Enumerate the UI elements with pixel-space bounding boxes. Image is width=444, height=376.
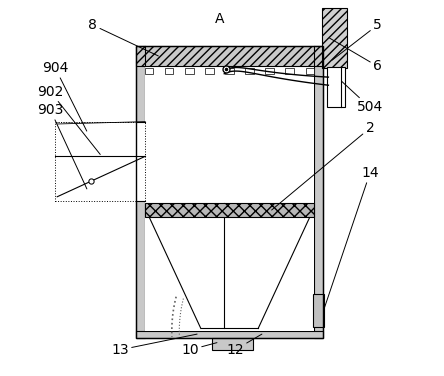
Text: 504: 504 (341, 81, 383, 114)
Bar (205, 68, 214, 74)
Text: 12: 12 (226, 334, 262, 357)
Text: 13: 13 (111, 334, 197, 357)
Bar (136, 45, 323, 66)
Bar (145, 68, 154, 74)
Bar (313, 294, 324, 327)
Bar (314, 45, 323, 338)
Bar (145, 203, 314, 217)
Bar (322, 8, 348, 68)
Text: 902: 902 (37, 85, 100, 155)
Bar (285, 68, 294, 74)
Text: 903: 903 (37, 103, 87, 189)
Bar (136, 45, 323, 338)
Bar (246, 68, 254, 74)
Bar (266, 68, 274, 74)
Bar (326, 67, 345, 108)
Bar (212, 338, 253, 350)
Bar (165, 68, 174, 74)
Bar (226, 68, 234, 74)
Text: 14: 14 (324, 166, 379, 311)
Text: 8: 8 (88, 18, 159, 56)
Bar (136, 331, 323, 338)
Bar (136, 45, 145, 338)
Bar (56, 121, 145, 200)
Bar (145, 66, 314, 331)
Text: 2: 2 (272, 121, 374, 210)
Text: A: A (215, 12, 225, 26)
Text: 5: 5 (332, 18, 382, 60)
Bar (305, 68, 314, 74)
Text: 904: 904 (42, 61, 87, 131)
Text: 10: 10 (181, 343, 217, 357)
Text: 6: 6 (329, 38, 382, 73)
Bar (185, 68, 194, 74)
